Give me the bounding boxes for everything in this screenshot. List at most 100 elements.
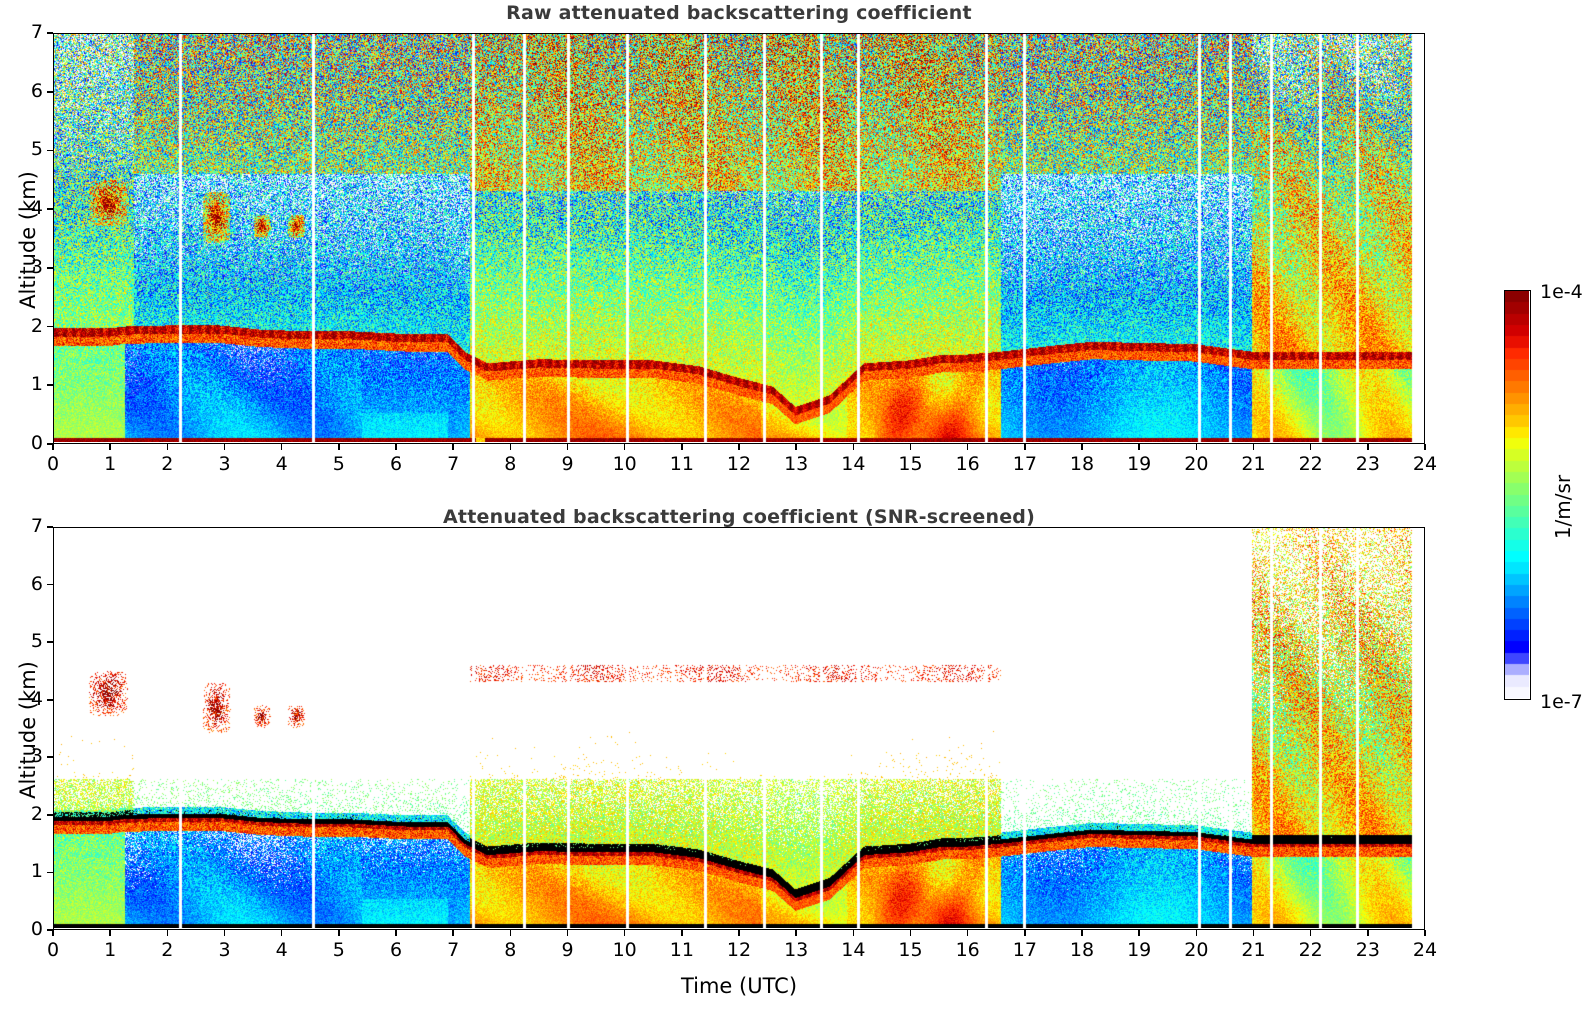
x-tick-label-0: 0 [46, 939, 60, 961]
y-tick-label-5: 5 [30, 138, 43, 161]
y-tick-mark [47, 90, 53, 93]
x-tick-mark [623, 930, 626, 936]
y-tick-label-6: 6 [30, 79, 43, 102]
x-tick-mark [1195, 444, 1198, 450]
x-tick-label-3: 3 [218, 453, 231, 475]
x-tick-label-11: 11 [669, 939, 694, 961]
y-tick-mark [47, 325, 53, 328]
x-tick-label-5: 5 [332, 453, 345, 475]
x-tick-label-9: 9 [561, 453, 574, 475]
x-tick-label-11: 11 [669, 453, 694, 475]
x-tick-label-8: 8 [504, 453, 517, 475]
y-tick-mark [47, 208, 53, 210]
y-tick-label-2: 2 [30, 314, 43, 337]
x-tick-label-4: 4 [275, 453, 288, 475]
y-tick-label-6: 6 [30, 572, 43, 595]
x-tick-mark [1252, 444, 1255, 450]
y-tick-mark [47, 526, 53, 528]
x-tick-label-23: 23 [1355, 939, 1380, 961]
x-tick-mark [566, 930, 569, 936]
y-axis-label-raw: Altitude (km) [16, 171, 40, 309]
y-tick-label-3: 3 [30, 255, 43, 278]
x-tick-label-16: 16 [955, 939, 980, 961]
x-tick-label-12: 12 [726, 939, 752, 961]
y-tick-mark [47, 443, 53, 445]
y-tick-label-3: 3 [30, 745, 43, 768]
y-tick-mark [47, 641, 53, 643]
x-tick-mark [738, 930, 740, 936]
panel-title-raw: Raw attenuated backscattering coefficien… [506, 2, 972, 24]
x-tick-label-10: 10 [612, 453, 637, 475]
x-tick-mark [338, 930, 340, 936]
x-tick-mark [909, 444, 912, 450]
x-tick-label-15: 15 [898, 453, 923, 475]
x-tick-mark [166, 444, 169, 450]
y-tick-label-4: 4 [30, 687, 43, 710]
y-tick-label-1: 1 [30, 373, 43, 396]
y-tick-label-1: 1 [30, 860, 43, 883]
x-tick-mark [1081, 930, 1083, 936]
colorbar-min-label: 1e-7 [1540, 691, 1583, 713]
x-tick-mark [1024, 930, 1026, 936]
plot-area-screened[interactable] [53, 527, 1425, 930]
y-tick-label-0: 0 [30, 918, 43, 940]
x-tick-mark [1424, 930, 1426, 936]
y-tick-mark [47, 814, 53, 816]
y-tick-label-4: 4 [30, 197, 43, 220]
y-tick-mark [47, 929, 53, 931]
x-tick-mark [109, 930, 111, 936]
x-tick-mark [452, 930, 454, 936]
colorbar-unit-label: 1/m/sr [1551, 474, 1575, 540]
x-tick-mark [52, 930, 54, 936]
x-tick-mark [395, 444, 397, 450]
x-tick-label-24: 24 [1412, 939, 1438, 961]
x-tick-label-20: 20 [1184, 453, 1209, 475]
x-tick-label-9: 9 [561, 939, 574, 961]
plot-area-raw[interactable] [53, 33, 1425, 444]
x-tick-mark [509, 444, 512, 450]
x-tick-label-18: 18 [1069, 939, 1095, 961]
x-axis-label: Time (UTC) [680, 974, 798, 998]
x-tick-label-12: 12 [726, 453, 752, 475]
y-tick-mark [47, 756, 53, 759]
y-tick-mark [47, 698, 53, 701]
colorbar-gradient [1505, 291, 1529, 698]
x-tick-mark [966, 444, 969, 450]
x-tick-mark [52, 444, 54, 450]
x-tick-label-18: 18 [1069, 453, 1095, 475]
x-tick-mark [1367, 444, 1369, 450]
x-tick-mark [681, 930, 683, 936]
x-tick-label-2: 2 [161, 939, 174, 961]
x-tick-label-4: 4 [275, 939, 288, 961]
x-tick-mark [1367, 930, 1369, 936]
x-tick-mark [681, 444, 683, 450]
x-tick-mark [1024, 444, 1026, 450]
y-tick-label-2: 2 [30, 802, 43, 825]
x-tick-label-6: 6 [389, 939, 403, 961]
y-tick-mark [47, 32, 53, 34]
x-tick-label-1: 1 [104, 453, 117, 475]
x-tick-label-17: 17 [1012, 453, 1037, 475]
y-tick-mark [47, 267, 53, 269]
x-tick-mark [109, 444, 111, 450]
x-tick-label-15: 15 [898, 939, 923, 961]
x-tick-mark [1138, 930, 1140, 936]
x-tick-label-1: 1 [104, 939, 117, 961]
heatmap-raw [54, 34, 1423, 442]
x-tick-label-21: 21 [1241, 939, 1266, 961]
x-tick-label-5: 5 [332, 939, 345, 961]
x-tick-mark [852, 930, 855, 936]
x-tick-label-0: 0 [46, 453, 60, 475]
x-tick-label-13: 13 [784, 939, 809, 961]
x-tick-label-14: 14 [841, 939, 866, 961]
x-tick-label-14: 14 [841, 453, 866, 475]
x-tick-mark [166, 930, 169, 936]
x-tick-mark [509, 930, 512, 936]
x-tick-mark [1081, 444, 1083, 450]
x-tick-mark [795, 444, 797, 450]
x-tick-mark [1424, 444, 1426, 450]
x-tick-mark [738, 444, 740, 450]
y-tick-label-7: 7 [30, 21, 43, 43]
x-tick-mark [1252, 930, 1255, 936]
